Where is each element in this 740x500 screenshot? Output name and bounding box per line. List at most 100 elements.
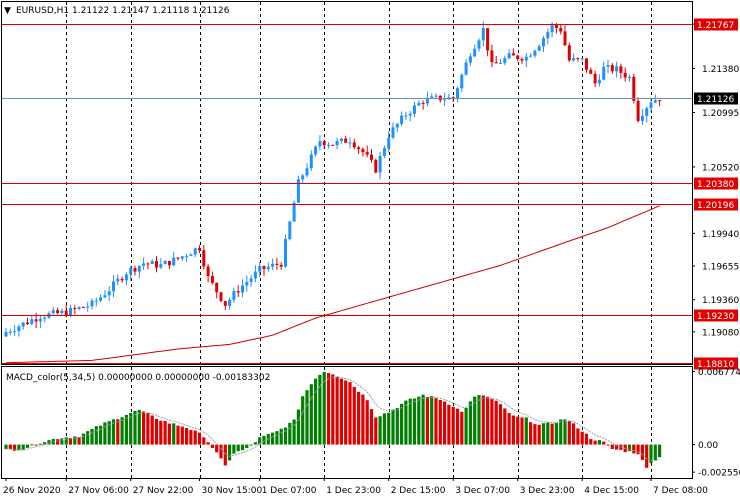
macd-bar <box>421 394 425 445</box>
macd-bar <box>636 444 640 455</box>
candle-body <box>223 301 227 306</box>
candle-body <box>378 155 382 173</box>
macd-bar <box>124 414 128 445</box>
level-price-tag <box>694 357 738 370</box>
macd-bar <box>412 398 417 445</box>
macd-bar <box>481 395 485 445</box>
macd-bar <box>47 440 51 445</box>
macd-bar <box>606 444 610 446</box>
macd-bar <box>258 437 262 445</box>
candle-body <box>124 274 128 281</box>
macd-bar <box>322 371 326 445</box>
candle-body <box>69 307 72 316</box>
candle-body <box>64 310 68 316</box>
macd-bar <box>490 399 494 445</box>
candle-body <box>451 97 455 99</box>
macd-bar <box>357 391 361 445</box>
candle-body <box>322 141 326 146</box>
macd-bar <box>494 400 498 445</box>
candle-body <box>619 66 623 73</box>
candle-body <box>107 291 111 296</box>
macd-bar <box>86 431 90 445</box>
candle-body <box>150 261 154 264</box>
macd-bar <box>314 378 318 445</box>
candle-body <box>554 24 558 29</box>
candle-body <box>309 154 313 169</box>
candle-body <box>387 137 391 149</box>
chart-collapse-icon[interactable]: ▼ <box>4 6 11 16</box>
candle-body <box>606 65 610 67</box>
macd-bar <box>529 422 533 445</box>
macd-bar <box>176 425 180 445</box>
candle-body <box>653 100 657 103</box>
candle-body <box>103 295 107 298</box>
candle-body <box>473 48 477 57</box>
candle-body <box>421 103 425 105</box>
macd-bar <box>597 440 601 445</box>
macd-bar <box>593 440 597 445</box>
candle-body <box>623 72 627 78</box>
candle-body <box>413 105 416 114</box>
candle-body <box>400 115 404 124</box>
horizontal-levels-layer[interactable]: 1.21767 1.20380 1.20196 1.19230 1.18810 1.211… <box>2 18 738 371</box>
candle-body <box>486 28 490 51</box>
candle-body <box>352 142 356 148</box>
level-price-tag <box>694 18 738 31</box>
candle-body <box>241 285 244 293</box>
macd-bar <box>223 444 227 466</box>
time-axis-label: 30 Nov 15:00 <box>202 486 263 496</box>
candle-body <box>185 256 189 258</box>
macd-bar <box>103 422 107 445</box>
macd-bar <box>649 444 653 464</box>
candle-body <box>86 306 90 308</box>
ohlc-header: 1.21122 1.21147 1.21118 1.21126 <box>72 6 230 16</box>
candle-body <box>219 292 223 302</box>
candle-body <box>339 138 343 141</box>
macd-bar <box>417 396 421 445</box>
candle-body <box>288 221 292 240</box>
candle-body <box>120 278 124 281</box>
candle-body <box>542 38 545 47</box>
macd-bar <box>296 409 300 445</box>
price-tick-label: 1.19940 <box>702 230 739 240</box>
current-price-tag <box>694 92 738 105</box>
macd-bar <box>554 422 558 445</box>
time-axis-label: 27 Nov 22:00 <box>133 486 194 496</box>
macd-bar <box>245 444 249 449</box>
macd-bar <box>365 400 369 445</box>
candle-body <box>21 322 25 327</box>
level-price-label: 1.20380 <box>697 180 734 190</box>
candle-body <box>481 28 485 41</box>
macd-bar <box>443 401 447 445</box>
macd-header: MACD_color(5,34,5) 0.00000000 0.00000000… <box>6 373 270 383</box>
candle-body <box>585 58 588 70</box>
candle-body <box>658 100 662 102</box>
symbol-header: EURUSD,H1 <box>16 6 69 16</box>
candle-body <box>434 95 438 97</box>
macd-bar <box>615 444 619 450</box>
candle-body <box>490 50 494 63</box>
macd-bar <box>382 413 386 445</box>
candle-body <box>4 331 8 337</box>
candle-body <box>77 307 81 309</box>
macd-bar <box>391 409 395 445</box>
macd-bar <box>546 422 550 445</box>
candles-layer <box>4 21 662 338</box>
time-axis-label: 27 Nov 06:00 <box>68 486 129 496</box>
macd-bar <box>632 444 636 454</box>
macd-bar <box>228 444 232 461</box>
candle-body <box>13 331 17 333</box>
macd-bar <box>537 424 541 445</box>
macd-bar <box>503 408 507 445</box>
candle-body <box>142 263 146 266</box>
candle-body <box>357 147 361 150</box>
candle-body <box>314 146 318 155</box>
price-tick-label: 1.21380 <box>702 65 739 75</box>
candle-body <box>90 300 94 307</box>
macd-bar <box>404 400 408 445</box>
macd-bar <box>567 421 571 445</box>
macd-bar <box>451 406 455 445</box>
candle-body <box>266 266 270 270</box>
